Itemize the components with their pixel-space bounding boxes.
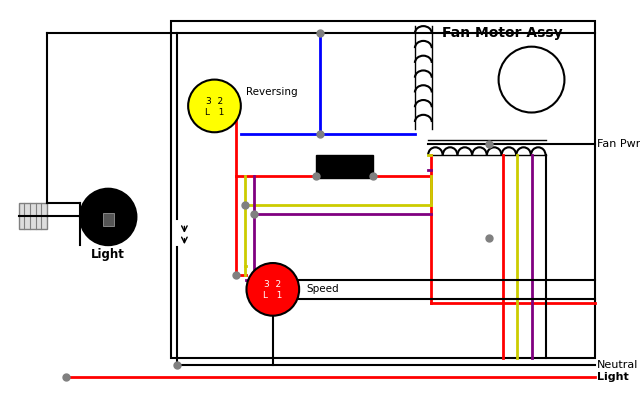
Circle shape	[188, 80, 241, 132]
Circle shape	[246, 263, 299, 316]
Text: 3  2: 3 2	[206, 97, 223, 106]
Bar	[19, 203, 47, 229]
Text: Reversing: Reversing	[246, 87, 297, 97]
Text: Fan Pwr: Fan Pwr	[597, 138, 640, 148]
Bar	[316, 155, 372, 178]
Bar	[172, 21, 595, 358]
Circle shape	[80, 189, 136, 245]
Text: Light: Light	[92, 248, 125, 261]
Text: L   1: L 1	[205, 108, 224, 117]
Text: Neutral: Neutral	[597, 360, 639, 370]
Text: 3  2: 3 2	[264, 280, 282, 289]
Text: Speed: Speed	[307, 284, 339, 294]
Text: Fan Motor Assy: Fan Motor Assy	[442, 26, 563, 40]
Text: Light: Light	[597, 372, 629, 382]
Text: L   1: L 1	[263, 292, 282, 300]
Bar	[102, 213, 114, 226]
